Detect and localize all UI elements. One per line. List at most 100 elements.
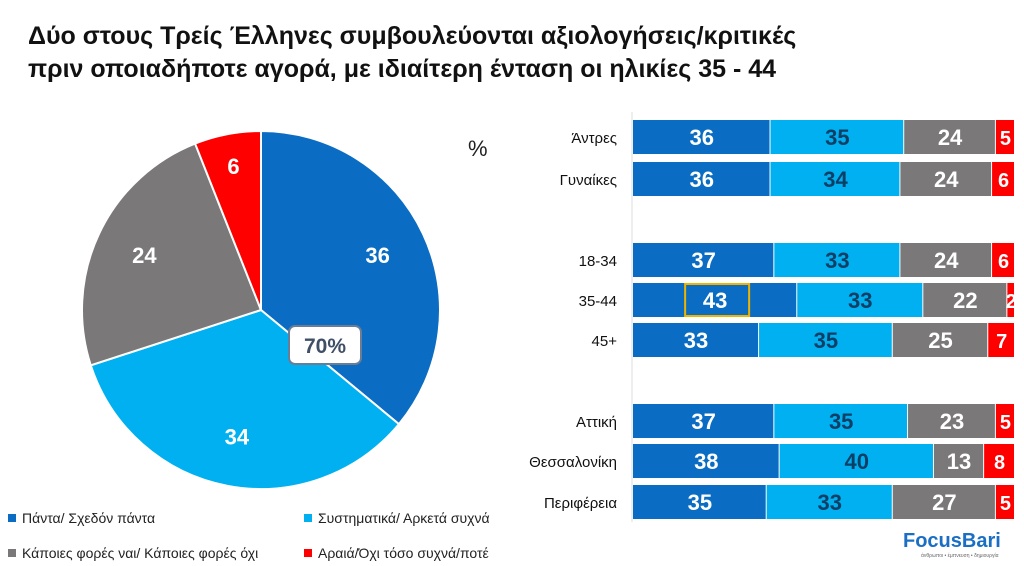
legend-swatch [8,549,16,557]
bar-data-label: 35 [829,409,853,434]
category-label: 45+ [592,333,618,350]
category-label: Θεσσαλονίκη [529,454,617,471]
bar-segment [923,283,1007,317]
bar-segment [892,323,988,357]
bar-data-label: 23 [940,409,964,434]
bar-segment [633,485,766,519]
category-label: Αττική [576,414,617,431]
legend-label: Πάντα/ Σχεδόν πάντα [22,510,156,526]
bar-segment [633,283,797,317]
bar-segment [633,404,774,438]
pie-data-label: 36 [365,243,389,268]
highlight-box [684,283,751,317]
bar-data-label: 37 [691,409,715,434]
bar-segment [908,404,995,438]
pie-data-label: 6 [227,154,239,179]
bar-segment [1007,283,1014,317]
bar-segment [992,243,1014,277]
bar-segment [766,485,892,519]
title-line-2: πριν οποιαδήποτε αγορά, με ιδιαίτερη έντ… [28,55,777,83]
bar-data-label: 36 [690,167,714,192]
bar-data-label: 35 [814,328,838,353]
bar-segment [900,243,992,277]
bar-data-label: 8 [994,452,1005,474]
pie-data-label: 24 [132,243,157,268]
bar-data-label: 37 [691,248,715,273]
bar-data-label: 24 [938,125,963,150]
bar-data-label: 33 [684,328,708,353]
legend-swatch [304,549,312,557]
bar-data-label: 5 [1000,128,1011,150]
legend-swatch [8,514,16,522]
bar-segment [933,444,984,478]
logo-tagline: άνθρωποι • έμπνευση • δημιουργία [921,553,999,559]
bar-data-label: 5 [1000,412,1011,434]
bar-data-label: 6 [998,170,1009,192]
title-line-1: Δύο στους Τρείς Έλληνες συμβουλεύονται α… [28,22,797,50]
bar-segment [995,485,1014,519]
legend-label: Συστηματικά/ Αρκετά συχνά [318,510,490,526]
category-label: 18-34 [579,253,617,270]
pie-data-label: 34 [225,425,250,450]
bar-data-label: 38 [694,449,718,474]
category-label: Άντρες [571,130,617,147]
bar-data-label: 25 [928,328,952,353]
category-label: Περιφέρεια [544,495,617,512]
legend-item-often: Συστηματικά/ Αρκετά συχνά [304,510,490,526]
category-label: Γυναίκες [560,172,617,189]
bar-data-label: 33 [817,490,841,515]
bar-segment [995,404,1014,438]
bar-data-label: 6 [998,251,1009,273]
bar-segment [995,120,1014,154]
pie-slice [193,129,262,311]
bar-data-label: 35 [825,125,849,150]
bar-data-label: 2 [1006,291,1017,313]
bar-segment [770,162,900,196]
legend-item-always: Πάντα/ Σχεδόν πάντα [8,510,155,526]
bar-data-label: 24 [934,167,959,192]
bar-data-label: 34 [823,167,848,192]
pie-slice [260,129,441,426]
bar-segment [633,444,779,478]
bar-data-label: 7 [996,331,1007,353]
bar-segment [633,323,759,357]
legend-swatch [304,514,312,522]
bar-segment [984,444,1014,478]
bar-segment [892,485,995,519]
bar-data-label: 33 [825,248,849,273]
bar-data-label: 5 [1000,493,1011,515]
bar-data-label: 33 [848,288,872,313]
legend-label: Αραιά/Όχι τόσο συχνά/ποτέ [318,545,489,561]
bar-segment [759,323,892,357]
bar-data-label: 40 [845,449,869,474]
bar-data-label: 24 [934,248,959,273]
bar-segment [770,120,904,154]
bar-segment [797,283,923,317]
pie-chart: 36 34 24 6 70% [81,129,441,490]
page-title: Δύο στους Τρείς Έλληνες συμβουλεύονται α… [28,20,796,86]
legend-item-rarely: Αραιά/Όχι τόσο συχνά/ποτέ [304,545,489,561]
unit-label: % [468,136,488,161]
focusbari-logo: FocusBari άνθρωποι • έμπνευση • δημιουργί… [903,530,1001,559]
bar-segment [633,120,770,154]
bar-data-label: 27 [932,490,956,515]
bar-segment [992,162,1014,196]
bar-data-label: 35 [688,490,712,515]
legend-item-sometimes: Κάποιες φορές ναι/ Κάποιες φορές όχι [8,545,258,561]
bar-data-label: 13 [947,449,971,474]
bar-data-label: 22 [953,288,977,313]
total-annotation: 70% [304,335,346,358]
bar-data-label: 43 [703,288,727,313]
bar-segment [633,243,774,277]
bar-segment [774,404,908,438]
pie-slice [89,308,401,490]
bar-data-label: 36 [690,125,714,150]
bar-segment [988,323,1014,357]
bar-segment [904,120,995,154]
logo-name: FocusBari [903,530,1001,552]
bar-segment [900,162,992,196]
legend-label: Κάποιες φορές ναι/ Κάποιες φορές όχι [22,545,259,561]
bar-segment [774,243,900,277]
total-annotation-box [288,325,362,365]
